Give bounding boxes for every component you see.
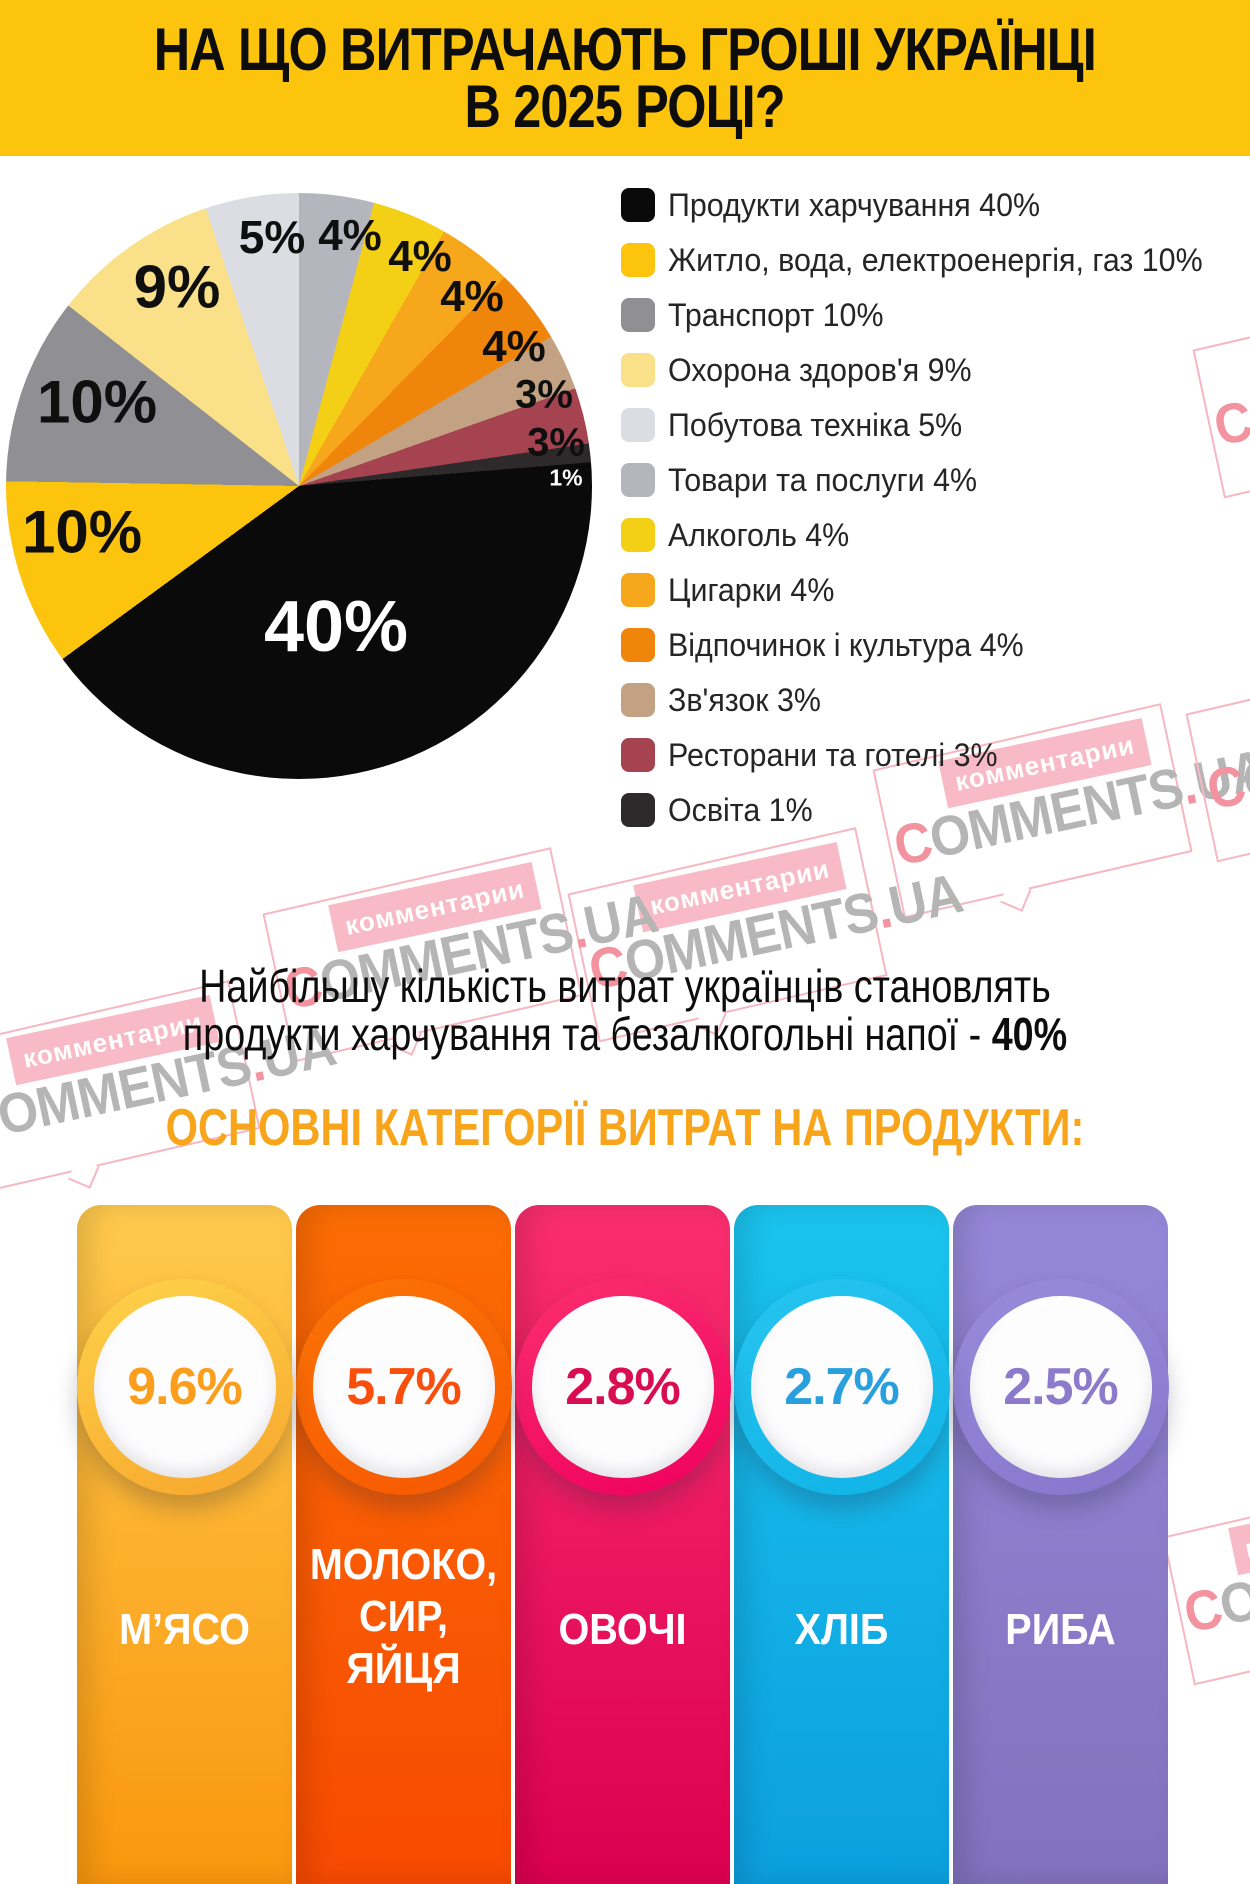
summary-line1: Найбільшу кількість витрат українців ста… [199,960,1051,1012]
legend-swatch [621,518,655,552]
legend-row: Зв'язок 3% [621,673,829,727]
page-title-line1: НА ЩО ВИТРАЧАЮТЬ ГРОШІ УКРАЇНЦІ [153,16,1097,83]
value-badge: 2.7% [750,1296,933,1478]
pie-value-label: 9% [133,253,221,321]
category-column: 5.7% МОЛОКО, СИР, ЯЙЦЯ [295,1205,512,1884]
header-banner: НА ЩО ВИТРАЧАЮТЬ ГРОШІ УКРАЇНЦІ В 2025 Р… [0,0,1250,156]
value-badge-ring: 5.7% [295,1279,512,1495]
legend-swatch [621,298,655,332]
category-label: М’ЯСО [119,1605,250,1654]
pie-value-label: 4% [318,211,382,260]
value-label: 2.8% [565,1358,681,1416]
legend-swatch [621,463,655,497]
legend-swatch [621,628,655,662]
legend-label: Ресторани та готелі 3% [668,736,998,773]
pie-value-label: 40% [263,587,409,667]
value-badge: 5.7% [312,1296,495,1478]
pie-value-label: 10% [21,498,143,566]
pie-value-label: 10% [36,368,158,436]
legend-row: Транспорт 10% [621,288,895,342]
value-label: 2.5% [1003,1358,1119,1416]
legend-label: Відпочинок і культура 4% [668,626,1024,663]
value-badge-ring: 2.8% [514,1279,731,1495]
legend-row: Ресторани та готелі 3% [621,728,1015,782]
legend-swatch [621,408,655,442]
summary-highlight: 40% [991,1008,1068,1060]
legend-row: Освіта 1% [621,783,820,837]
section-title: ОСНОВНІ КАТЕГОРІЇ ВИТРАТ НА ПРОДУКТИ: [165,1099,1085,1157]
legend-row: Товари та послуги 4% [621,453,993,507]
value-label: 9.6% [127,1358,243,1416]
page-title-line2: В 2025 РОЦІ? [464,73,786,140]
legend-row: Відпочинок і культура 4% [621,618,1042,672]
legend-label: Побутова техніка 5% [668,406,963,443]
value-label: 2.7% [784,1358,900,1416]
legend-row: Продукти харчування 40% [621,178,1060,232]
value-badge: 2.8% [531,1296,714,1478]
category-column: 2.7% ХЛІБ [733,1205,950,1884]
pie-value-label: 3% [527,420,585,465]
pie-value-label: 3% [515,372,573,417]
legend-label: Житло, вода, електроенергія, газ 10% [668,241,1203,278]
value-badge: 9.6% [93,1296,276,1478]
category-label: ОВОЧІ [558,1605,687,1654]
legend-label: Продукти харчування 40% [668,186,1041,223]
legend-row: Цигарки 4% [621,563,843,617]
legend-label: Охорона здоров'я 9% [668,351,972,388]
legend-swatch [621,353,655,387]
legend-row: Житло, вода, електроенергія, газ 10% [621,233,1231,287]
category-label: РИБА [1005,1605,1116,1654]
category-label: МОЛОКО, СИР, ЯЙЦЯ [309,1540,498,1693]
summary-text: Найбільшу кількість витрат українців ста… [113,962,1138,1058]
legend-label: Освіта 1% [668,791,813,828]
legend-label: Товари та послуги 4% [668,461,978,498]
category-column: 2.5% РИБА [952,1205,1169,1884]
legend-swatch [621,573,655,607]
value-badge-ring: 2.5% [952,1279,1169,1495]
value-badge: 2.5% [969,1296,1152,1478]
value-badge-ring: 9.6% [76,1279,293,1495]
pie-value-label: 5% [238,211,306,263]
category-column: 9.6% М’ЯСО [76,1205,293,1884]
legend-swatch [621,243,655,277]
value-badge-ring: 2.7% [733,1279,950,1495]
legend-label: Транспорт 10% [668,296,884,333]
pie-value-label: 4% [482,322,546,371]
legend-row: Алкоголь 4% [621,508,859,562]
pie-value-label: 4% [388,232,452,281]
legend-label: Зв'язок 3% [668,681,821,718]
category-label: ХЛІБ [794,1605,889,1654]
legend-swatch [621,188,655,222]
legend-label: Алкоголь 4% [668,516,850,553]
category-column: 2.8% ОВОЧІ [514,1205,731,1884]
pie-chart [6,193,592,779]
pie-value-label: 4% [440,272,504,321]
legend-row: Побутова техніка 5% [621,398,978,452]
legend-label: Цигарки 4% [668,571,835,608]
summary-line2: продукти харчування та безалкогольні нап… [182,1008,1068,1060]
legend-swatch [621,738,655,772]
legend-swatch [621,793,655,827]
legend-row: Охорона здоров'я 9% [621,343,988,397]
pie-value-label: 1% [549,464,583,491]
value-label: 5.7% [346,1358,462,1416]
legend-swatch [621,683,655,717]
